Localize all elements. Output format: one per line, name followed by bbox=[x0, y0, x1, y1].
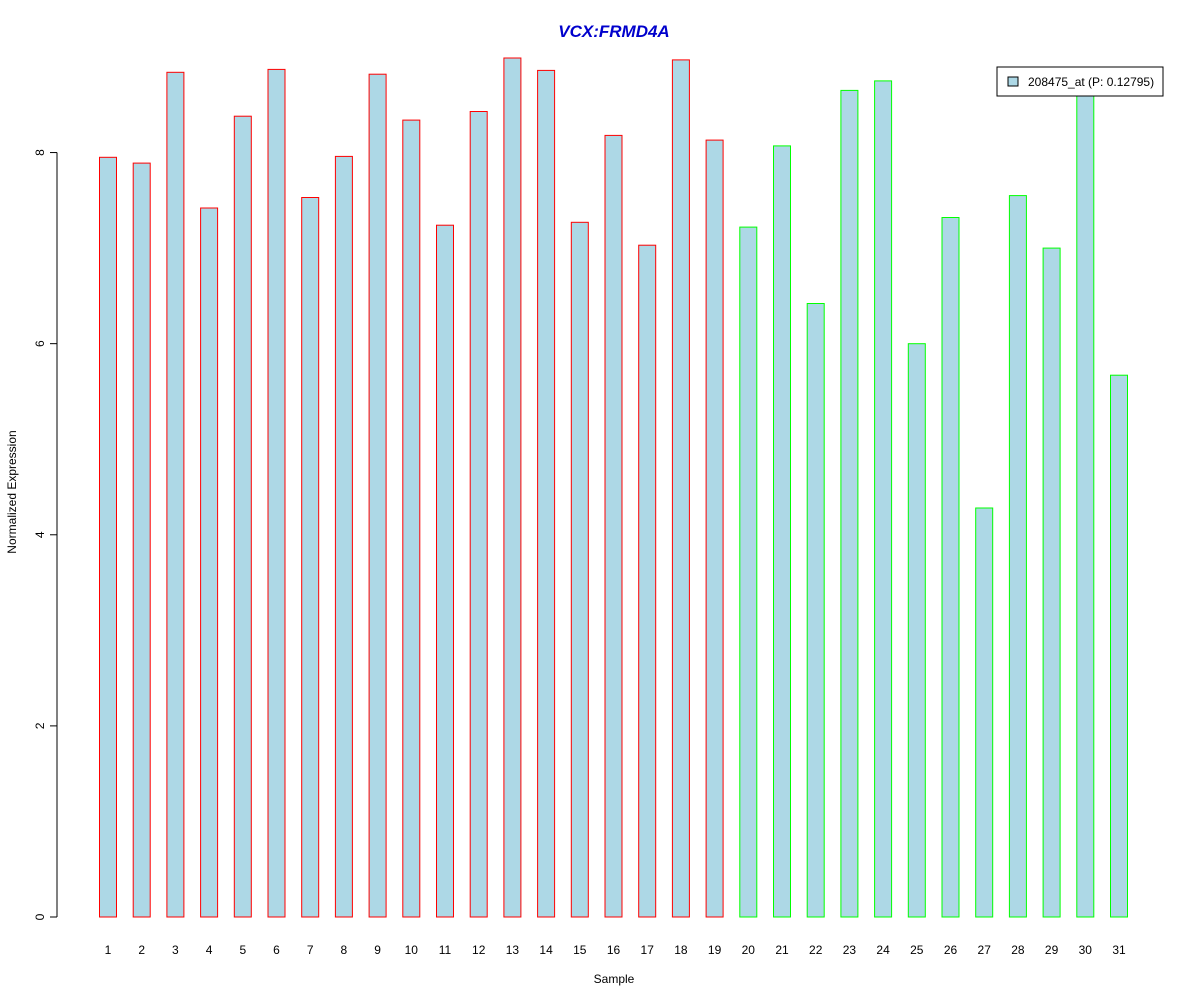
y-tick-label: 0 bbox=[33, 913, 47, 920]
legend-swatch bbox=[1007, 76, 1019, 87]
x-tick-label: 30 bbox=[1079, 943, 1093, 957]
legend: 208475_at (P: 0.12795) bbox=[996, 66, 1164, 97]
bar-sample-9 bbox=[368, 73, 387, 918]
y-axis-label: Normalized Expression bbox=[5, 430, 19, 553]
x-tick-label: 5 bbox=[239, 943, 246, 957]
x-tick-label: 22 bbox=[809, 943, 823, 957]
bar-sample-10 bbox=[402, 119, 421, 918]
bar-sample-8 bbox=[334, 155, 353, 918]
x-tick-label: 20 bbox=[742, 943, 756, 957]
x-tick-label: 7 bbox=[307, 943, 314, 957]
x-tick-label: 8 bbox=[341, 943, 348, 957]
bar-sample-13 bbox=[503, 57, 522, 918]
bar-sample-24 bbox=[874, 80, 893, 918]
y-tick-label: 8 bbox=[33, 149, 47, 156]
x-axis-tick-labels: 1 2 3 4 5 6 7 8 9 10 11 12 13 14 15 16 17 18 19 20 21 22 23 24 2… bbox=[105, 943, 1126, 957]
bar-sample-26 bbox=[941, 217, 960, 918]
bar-sample-1 bbox=[99, 156, 117, 918]
x-tick-label: 25 bbox=[910, 943, 924, 957]
bar-sample-5 bbox=[233, 115, 252, 918]
y-tick-label: 2 bbox=[33, 722, 47, 729]
bar-sample-12 bbox=[469, 111, 488, 918]
bar-sample-14 bbox=[537, 69, 556, 918]
x-tick-label: 21 bbox=[775, 943, 789, 957]
x-tick-label: 29 bbox=[1045, 943, 1059, 957]
x-axis-label: Sample bbox=[594, 972, 635, 986]
x-tick-label: 4 bbox=[206, 943, 213, 957]
x-tick-label: 3 bbox=[172, 943, 179, 957]
x-tick-label: 14 bbox=[539, 943, 553, 957]
y-tick-label: 6 bbox=[33, 340, 47, 347]
bar-sample-27 bbox=[975, 507, 994, 918]
bar-sample-21 bbox=[773, 145, 791, 918]
bar-sample-18 bbox=[671, 59, 690, 918]
bar-sample-31 bbox=[1110, 374, 1128, 918]
bar-sample-11 bbox=[436, 224, 454, 918]
x-tick-label: 18 bbox=[674, 943, 688, 957]
bars-group bbox=[99, 57, 1128, 918]
x-tick-label: 19 bbox=[708, 943, 722, 957]
bar-sample-19 bbox=[705, 139, 724, 918]
x-tick-label: 31 bbox=[1112, 943, 1126, 957]
bar-sample-30 bbox=[1076, 92, 1095, 918]
x-tick-label: 11 bbox=[439, 943, 452, 957]
x-tick-label: 2 bbox=[138, 943, 145, 957]
x-tick-label: 10 bbox=[405, 943, 419, 957]
legend-label: 208475_at (P: 0.12795) bbox=[1028, 75, 1154, 89]
x-tick-label: 9 bbox=[374, 943, 381, 957]
x-tick-label: 27 bbox=[978, 943, 992, 957]
x-tick-label: 15 bbox=[573, 943, 587, 957]
bar-sample-6 bbox=[267, 68, 286, 918]
x-tick-label: 6 bbox=[273, 943, 280, 957]
bar-sample-3 bbox=[166, 71, 185, 918]
x-tick-label: 24 bbox=[876, 943, 890, 957]
x-tick-label: 16 bbox=[607, 943, 621, 957]
x-tick-label: 1 bbox=[105, 943, 112, 957]
chart-title: VCX:FRMD4A bbox=[558, 22, 669, 41]
bar-sample-2 bbox=[132, 162, 151, 918]
y-axis: 0 2 4 6 8 bbox=[33, 149, 58, 920]
bar-sample-15 bbox=[570, 221, 589, 918]
bar-sample-20 bbox=[739, 226, 758, 918]
x-tick-label: 28 bbox=[1011, 943, 1025, 957]
bar-sample-28 bbox=[1008, 195, 1027, 918]
x-tick-label: 17 bbox=[641, 943, 655, 957]
legend-box bbox=[996, 66, 1164, 97]
x-tick-label: 13 bbox=[506, 943, 520, 957]
bar-sample-22 bbox=[806, 303, 825, 918]
bar-sample-29 bbox=[1042, 247, 1061, 918]
x-tick-label: 23 bbox=[843, 943, 857, 957]
x-tick-label: 12 bbox=[472, 943, 486, 957]
bar-sample-23 bbox=[840, 89, 859, 918]
y-tick-label: 4 bbox=[33, 531, 47, 538]
bar-sample-4 bbox=[200, 207, 219, 918]
bar-sample-16 bbox=[604, 134, 623, 918]
bar-sample-7 bbox=[301, 197, 320, 918]
bar-sample-25 bbox=[907, 343, 926, 918]
bar-sample-17 bbox=[638, 244, 657, 918]
x-tick-label: 26 bbox=[944, 943, 958, 957]
